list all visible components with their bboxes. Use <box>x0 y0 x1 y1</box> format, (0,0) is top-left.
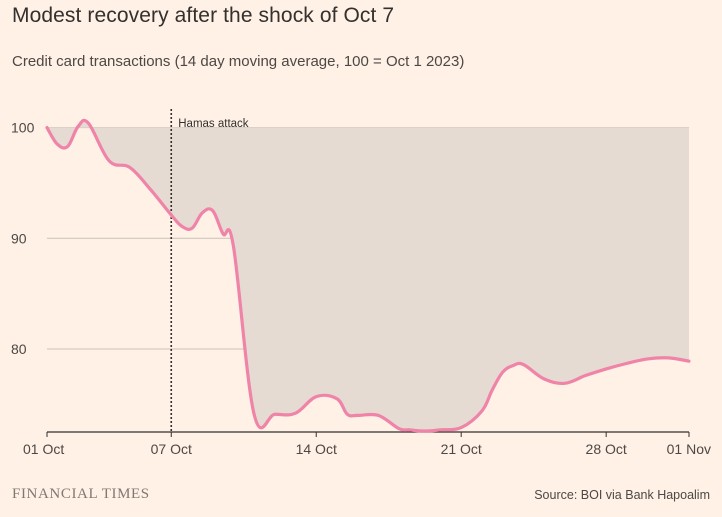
y-tick-label-90: 90 <box>11 230 27 246</box>
y-tick-label-80: 80 <box>11 341 27 357</box>
decline-shaded-area <box>47 120 689 432</box>
x-tick-label: 21 Oct <box>441 441 482 457</box>
y-tick-label-100: 100 <box>11 120 35 136</box>
x-tick-label: 14 Oct <box>296 441 337 457</box>
x-tick-label: 01 Nov <box>667 441 711 457</box>
y-tick-labels: 100 90 80 <box>11 120 35 357</box>
chart-title: Modest recovery after the shock of Oct 7 <box>12 4 395 27</box>
x-tick-label: 01 Oct <box>23 441 64 457</box>
series-line-credit-card <box>45 118 691 433</box>
x-tick-label: 28 Oct <box>586 441 627 457</box>
x-tick-label: 07 Oct <box>151 441 192 457</box>
ft-logo: FINANCIAL TIMES <box>12 486 150 502</box>
x-tick-labels: 01 Oct 07 Oct 14 Oct 21 Oct 28 Oct 01 Nov <box>23 441 711 457</box>
x-axis <box>46 431 690 437</box>
chart-subtitle: Credit card transactions (14 day moving … <box>12 53 465 70</box>
hamas-attack-label: Hamas attack <box>178 118 249 130</box>
source-note: Source: BOI via Bank Hapoalim <box>534 488 710 502</box>
